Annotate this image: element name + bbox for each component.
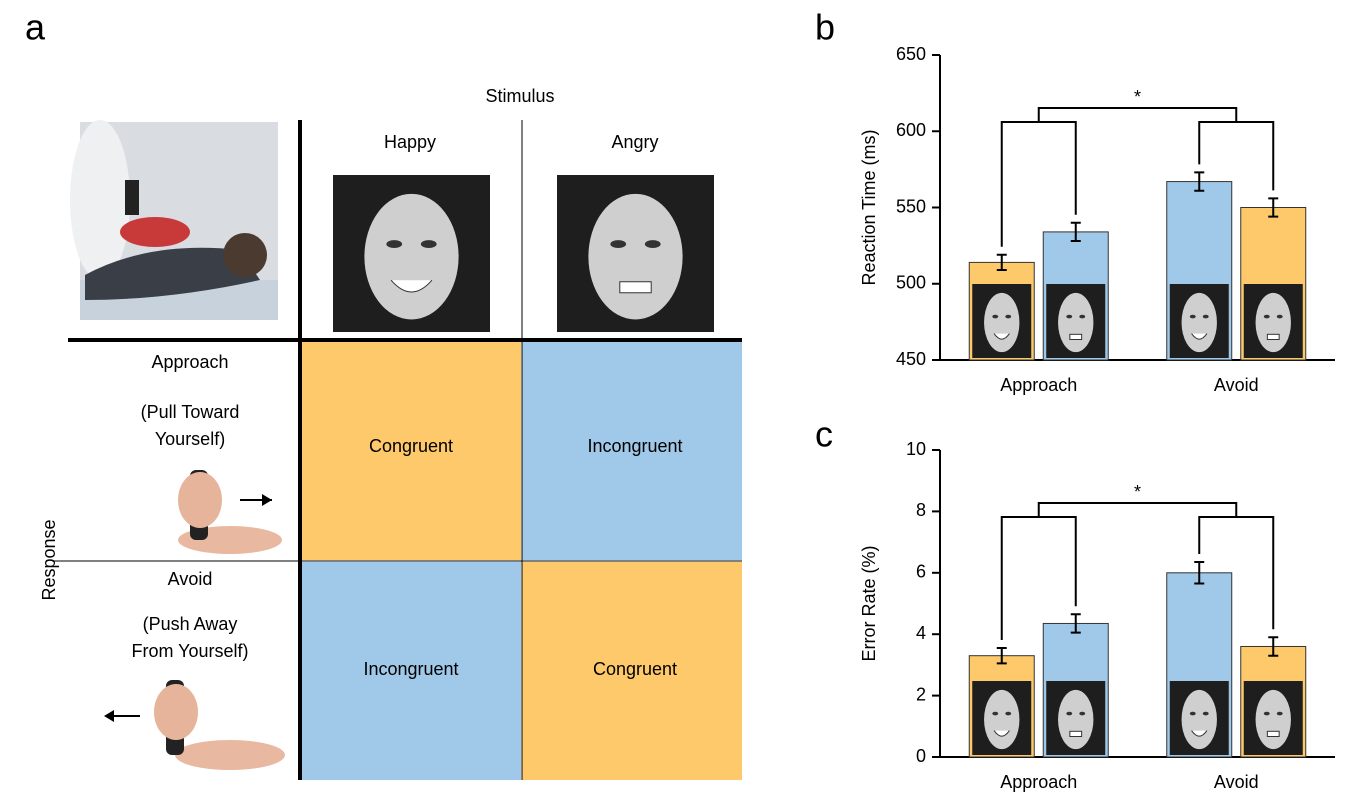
panel-label: b: [815, 7, 835, 48]
cell-label: Congruent: [593, 659, 677, 679]
y-tick-label: 10: [906, 439, 926, 459]
x-tick-label: Avoid: [1214, 772, 1259, 792]
eye: [1066, 712, 1072, 716]
y-tick-label: 6: [916, 562, 926, 582]
mouth: [1267, 731, 1279, 736]
face: [1058, 690, 1093, 749]
mouth: [620, 282, 651, 293]
column-label: Angry: [611, 132, 658, 152]
column-label: Happy: [384, 132, 436, 152]
eye: [1079, 712, 1085, 716]
eye: [1277, 712, 1283, 716]
face: [1256, 690, 1291, 749]
y-tick-label: 450: [896, 349, 926, 369]
row-label: Approach: [151, 352, 228, 372]
bracket: [1002, 517, 1076, 640]
y-axis-title: Error Rate (%): [859, 545, 879, 661]
eye: [386, 240, 402, 248]
y-axis-title: Reaction Time (ms): [859, 129, 879, 285]
face: [588, 194, 682, 320]
row-description: Yourself): [155, 429, 225, 449]
row-description: From Yourself): [131, 641, 248, 661]
eye: [1277, 315, 1283, 319]
eye: [992, 315, 998, 319]
significance: *: [1134, 87, 1141, 107]
row-description: (Pull Toward: [141, 402, 240, 422]
face: [984, 293, 1019, 352]
eye: [1264, 712, 1270, 716]
y-tick-label: 650: [896, 44, 926, 64]
bracket: [1199, 122, 1273, 190]
eye: [1079, 315, 1085, 319]
face: [1256, 293, 1291, 352]
bracket: [1002, 122, 1076, 247]
x-tick-label: Approach: [1000, 375, 1077, 395]
row-label: Avoid: [168, 569, 213, 589]
mouth: [1070, 731, 1082, 736]
bracket: [1039, 503, 1237, 517]
hand-avoid: [104, 680, 285, 770]
y-tick-label: 550: [896, 196, 926, 216]
row-description: (Push Away: [143, 614, 238, 634]
x-tick-label: Avoid: [1214, 375, 1259, 395]
mouth: [1267, 334, 1279, 339]
face: [1182, 690, 1217, 749]
eye: [610, 240, 626, 248]
cell-label: Incongruent: [587, 436, 682, 456]
eye: [1264, 315, 1270, 319]
panel-label: c: [815, 414, 833, 455]
y-tick-label: 8: [916, 500, 926, 520]
eye: [1005, 712, 1011, 716]
y-tick-label: 4: [916, 623, 926, 643]
bracket: [1039, 108, 1237, 122]
face: [364, 194, 458, 320]
y-tick-label: 0: [916, 746, 926, 766]
eye: [1190, 712, 1196, 716]
eye: [1203, 315, 1209, 319]
face: [984, 690, 1019, 749]
eye: [992, 712, 998, 716]
cell-label: Incongruent: [363, 659, 458, 679]
cell-label: Congruent: [369, 436, 453, 456]
figure: a Stimulus Happy Angry Response Approach…: [0, 0, 1364, 795]
y-tick-label: 600: [896, 120, 926, 140]
hand-approach: [178, 470, 282, 554]
y-tick-label: 500: [896, 273, 926, 293]
face: [1182, 293, 1217, 352]
x-tick-label: Approach: [1000, 772, 1077, 792]
eye: [1066, 315, 1072, 319]
row-header: Response: [39, 519, 59, 600]
eye: [1190, 315, 1196, 319]
significance: *: [1134, 482, 1141, 502]
y-tick-label: 2: [916, 684, 926, 704]
eye: [1203, 712, 1209, 716]
face: [1058, 293, 1093, 352]
eye: [1005, 315, 1011, 319]
eye: [645, 240, 661, 248]
mouth: [1070, 334, 1082, 339]
scanner-photo: [70, 120, 278, 320]
eye: [421, 240, 437, 248]
column-header: Stimulus: [485, 86, 554, 106]
panel-label: a: [25, 7, 46, 48]
